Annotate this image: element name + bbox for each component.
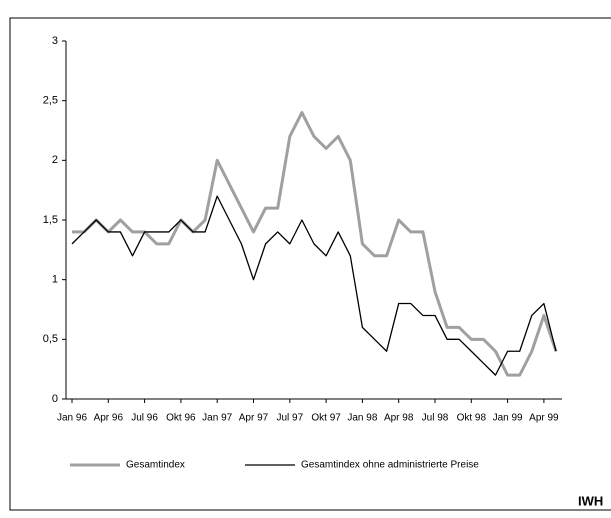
frame bbox=[9, 17, 611, 511]
x-tick-label: Apr 99 bbox=[529, 413, 559, 424]
y-tick-label: 2 bbox=[52, 154, 58, 166]
source: IWH bbox=[578, 493, 603, 508]
y-tick-label: 0 bbox=[52, 393, 58, 405]
x-tick-label: Jul 98 bbox=[422, 413, 449, 424]
x-tick-label: Okt 96 bbox=[166, 413, 196, 424]
data-line bbox=[72, 111, 558, 377]
x-tick-label: Apr 98 bbox=[384, 413, 414, 424]
legend-label: Gesamtindex bbox=[126, 460, 185, 471]
y-tick-label: 3 bbox=[52, 35, 58, 47]
x-tick-label: Jan 97 bbox=[202, 413, 232, 424]
x-tick-label: Jul 96 bbox=[131, 413, 158, 424]
x-tick-label: Apr 96 bbox=[94, 413, 124, 424]
x-tick-label: Okt 97 bbox=[311, 413, 341, 424]
x-tick-label: Jan 98 bbox=[347, 413, 377, 424]
x-tick-label: Jul 97 bbox=[276, 413, 303, 424]
legend-label: Gesamtindex ohne administrierte Preise bbox=[301, 460, 479, 471]
x-tick-label: Jan 99 bbox=[493, 413, 523, 424]
y-tick-label: 0,5 bbox=[43, 333, 58, 345]
x-tick-label: Jan 96 bbox=[57, 413, 87, 424]
data-line bbox=[71, 195, 557, 376]
y-tick-label: 1 bbox=[52, 274, 58, 286]
y-tick-label: 2,5 bbox=[43, 95, 58, 107]
x-tick-label: Apr 97 bbox=[239, 413, 269, 424]
y-tick-label: 1,5 bbox=[43, 214, 58, 226]
x-tick-label: Okt 98 bbox=[457, 413, 487, 424]
